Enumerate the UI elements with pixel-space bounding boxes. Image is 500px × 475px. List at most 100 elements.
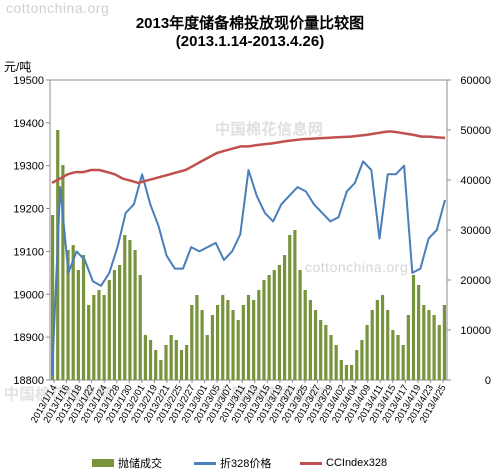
bar <box>267 275 271 380</box>
bar <box>344 365 349 380</box>
bar <box>391 330 395 380</box>
y2-tick-label: 0 <box>485 375 491 387</box>
legend-label-index: CCIndex328 <box>326 457 388 469</box>
bar <box>205 335 209 380</box>
bar <box>112 270 117 380</box>
bar <box>148 340 153 380</box>
bar <box>102 295 106 380</box>
bar <box>231 310 235 380</box>
bar <box>350 365 354 380</box>
bar <box>422 305 426 380</box>
chart-subtitle: (2013.1.14-2013.4.26) <box>175 33 325 50</box>
y-tick-label: 19100 <box>13 246 44 258</box>
bar <box>262 280 266 380</box>
bar <box>442 305 447 380</box>
bar <box>303 290 307 380</box>
bar <box>66 250 70 380</box>
legend-swatch-bars <box>92 459 114 467</box>
bar <box>215 305 220 380</box>
y2-tick-label: 30000 <box>460 225 491 237</box>
y-axis-unit: 元/吨 <box>4 60 32 74</box>
bar <box>257 290 261 380</box>
bar <box>411 275 416 380</box>
bar <box>437 325 441 380</box>
legend-item-price: 折328价格 <box>194 455 271 471</box>
y-tick-label: 19300 <box>13 161 44 173</box>
y-tick-label: 19000 <box>13 289 44 301</box>
watermark-cn: 中国棉花信息网 <box>4 386 113 403</box>
bar <box>334 345 338 380</box>
bar <box>123 235 127 380</box>
bar <box>401 345 405 380</box>
y2-tick-label: 60000 <box>460 75 491 87</box>
y2-tick-label: 10000 <box>460 325 491 337</box>
bar <box>92 295 96 380</box>
bar <box>417 285 421 380</box>
bar <box>143 335 147 380</box>
bar <box>241 305 245 380</box>
bar <box>339 360 343 380</box>
bar <box>107 280 111 380</box>
bar <box>277 265 282 380</box>
watermark-url: cottonchina.org <box>305 259 409 275</box>
bar <box>396 335 400 380</box>
bar <box>272 270 276 380</box>
bar <box>236 320 240 380</box>
legend-item-index: CCIndex328 <box>300 455 387 471</box>
bar <box>282 255 287 380</box>
bar <box>313 310 318 380</box>
bar <box>365 325 369 380</box>
legend-item-bars: 抛储成交 <box>92 455 162 471</box>
y-tick-label: 19200 <box>13 204 44 216</box>
y2-tick-label: 50000 <box>460 125 491 137</box>
bar <box>128 240 132 380</box>
y-tick-label: 18900 <box>13 332 44 344</box>
bar <box>298 270 302 380</box>
price-line <box>51 160 446 376</box>
y2-tick-label: 20000 <box>460 275 491 287</box>
legend-swatch-price <box>194 461 216 465</box>
bar <box>179 350 184 380</box>
bar <box>226 300 230 380</box>
bar <box>355 350 359 380</box>
bar <box>138 275 142 380</box>
bar <box>288 235 292 380</box>
index-line <box>51 130 446 185</box>
legend-swatch-index <box>300 461 322 465</box>
legend-label-price: 折328价格 <box>220 458 272 470</box>
watermark-cn: 中国棉花信息网 <box>215 121 324 138</box>
y-tick-label: 19400 <box>13 118 44 130</box>
bar <box>133 250 137 380</box>
bar <box>164 345 168 380</box>
bar <box>427 310 431 380</box>
bar <box>252 300 256 380</box>
bar <box>81 255 86 380</box>
bar <box>118 265 122 380</box>
watermark-url: cottonchina.org <box>6 0 110 16</box>
bar <box>380 295 385 380</box>
bar <box>87 305 91 380</box>
bar <box>50 215 55 380</box>
y-tick-label: 18800 <box>13 375 44 387</box>
bar <box>246 295 251 380</box>
chart-title: 2013年度储备棉投放现价量比较图 <box>135 15 365 32</box>
y-tick-label: 19500 <box>13 75 44 87</box>
bar <box>174 340 178 380</box>
bar <box>375 300 379 380</box>
legend: 抛储成交 折328价格 CCIndex328 <box>0 455 500 475</box>
bar <box>406 315 410 380</box>
y2-tick-label: 40000 <box>460 175 491 187</box>
bar <box>329 335 333 380</box>
chart-plot: 19500 19400 19300 19200 19100 19000 18900 18800… <box>13 75 491 425</box>
bar <box>386 310 390 380</box>
bar <box>210 315 215 380</box>
bar <box>185 345 189 380</box>
bar <box>71 245 75 380</box>
bar <box>324 325 328 380</box>
bar <box>169 335 173 380</box>
bar <box>293 230 297 380</box>
bar <box>190 305 194 380</box>
bar <box>432 315 436 380</box>
bar <box>154 350 158 380</box>
bar <box>159 360 163 380</box>
